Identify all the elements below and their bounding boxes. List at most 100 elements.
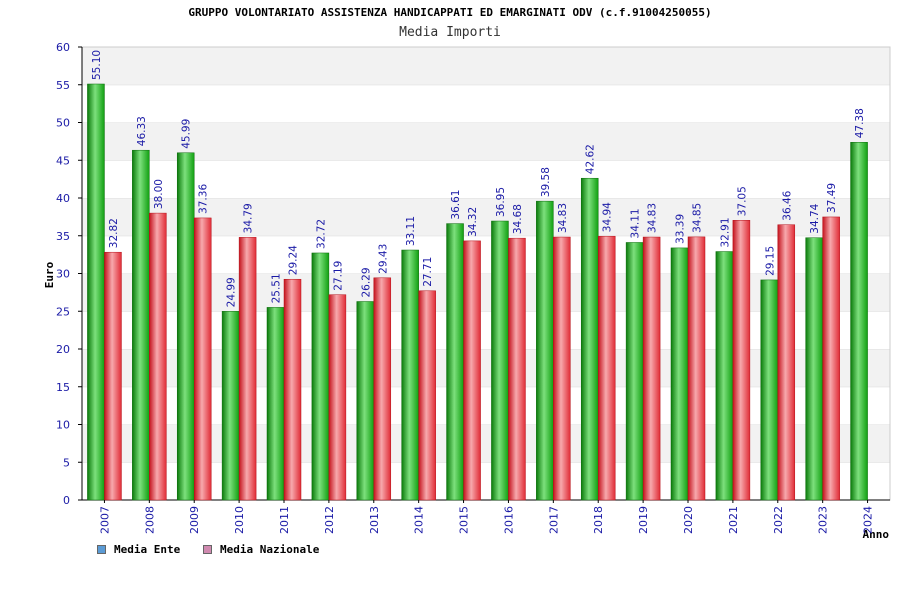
y-tick-label: 55 [56,79,70,92]
x-tick-label: 2014 [413,506,426,534]
data-label: 34.32 [467,207,479,237]
y-tick-label: 0 [63,494,70,507]
data-label: 24.99 [226,277,238,307]
x-tick-label: 2020 [682,506,695,534]
y-tick-label: 10 [56,419,70,432]
legend-label-ente: Media Ente [114,543,181,556]
data-label: 37.36 [198,184,210,214]
grid-band [82,462,890,500]
bar-ente [580,177,599,501]
data-label: 25.51 [271,273,283,303]
data-label: 34.68 [512,204,524,234]
grid-band [82,198,890,236]
data-label: 36.46 [781,190,793,220]
bar-nazionale [463,240,481,501]
data-label: 32.82 [108,218,120,248]
y-tick-label: 5 [63,456,70,469]
data-label: 46.33 [136,116,148,146]
data-label: 55.10 [91,50,103,80]
y-tick-label: 20 [56,343,70,356]
x-tick-label: 2017 [547,506,560,534]
x-tick-label: 2021 [727,506,740,534]
bar-ente [491,220,509,501]
grid-band [82,311,890,349]
x-tick-label: 2022 [772,506,785,534]
y-tick-label: 45 [56,154,70,167]
data-label: 34.79 [243,203,255,233]
data-label: 34.83 [557,203,569,233]
bar-ente [311,252,330,501]
data-label: 34.11 [630,208,642,238]
bar-nazionale [777,224,796,501]
data-label: 34.83 [647,203,659,233]
y-tick-label: 15 [56,381,70,394]
legend-swatch-ente [97,545,106,554]
bar-nazionale [373,277,392,501]
grid-band [82,47,890,85]
chart-subtitle: Media Importi [399,25,501,40]
data-label: 36.61 [450,190,462,220]
bar-ente [132,149,150,501]
x-tick-label: 2016 [502,506,515,534]
bar-nazionale [283,278,302,501]
bar-ente [87,83,105,501]
data-label: 33.39 [675,214,687,244]
data-label: 37.05 [736,186,748,216]
bar-ente [176,152,195,501]
x-tick-label: 2007 [98,506,111,534]
bar-ente [536,200,554,501]
bar-ente [401,249,419,501]
chart-title: GRUPPO VOLONTARIATO ASSISTENZA HANDICAPP… [188,6,712,19]
grid-band [82,349,890,387]
bar-ente [805,237,823,501]
data-label: 47.38 [854,108,866,138]
bar-nazionale [149,212,167,501]
x-tick-label: 2008 [143,506,156,534]
data-label: 27.19 [332,261,344,291]
data-label: 34.85 [692,203,704,233]
bar-ente [266,307,285,501]
data-label: 29.24 [288,245,300,275]
data-label: 26.29 [360,267,372,297]
bar-nazionale [104,251,122,501]
data-label: 29.15 [764,246,776,276]
bar-nazionale [328,294,347,501]
x-tick-label: 2009 [188,506,201,534]
x-tick-label: 2023 [817,506,830,534]
data-label: 37.49 [826,183,838,213]
data-label: 45.99 [181,119,193,149]
bar-nazionale [508,237,526,501]
bar-nazionale [642,236,661,501]
data-label: 39.58 [540,167,552,197]
bar-ente [850,142,868,501]
x-tick-label: 2012 [323,506,336,534]
bar-ente [625,242,644,501]
legend-swatch-nazionale [203,545,212,554]
y-axis-label: Euro [43,261,56,288]
y-tick-label: 30 [56,268,70,281]
data-label: 27.71 [422,257,434,287]
bar-nazionale [418,290,436,501]
bar-ente [356,301,375,501]
grid-band [82,235,890,274]
legend-label-nazionale: Media Nazionale [220,543,320,556]
bar-nazionale [822,216,840,501]
data-label: 33.11 [405,216,417,246]
bar-nazionale [687,236,706,501]
grid-band [82,160,890,198]
bar-ente [760,279,779,501]
y-tick-label: 60 [56,41,70,54]
x-tick-label: 2013 [368,506,381,534]
bar-ente [221,311,240,501]
x-tick-label: 2019 [637,506,650,534]
data-label: 32.91 [719,217,731,247]
legend-item-nazionale: Media Nazionale [203,543,319,556]
bar-nazionale [597,235,616,501]
x-axis-label: Anno [863,528,890,541]
grid-band [82,273,890,312]
data-label: 36.95 [495,187,507,217]
grid-band [82,386,890,425]
y-tick-label: 50 [56,117,70,130]
